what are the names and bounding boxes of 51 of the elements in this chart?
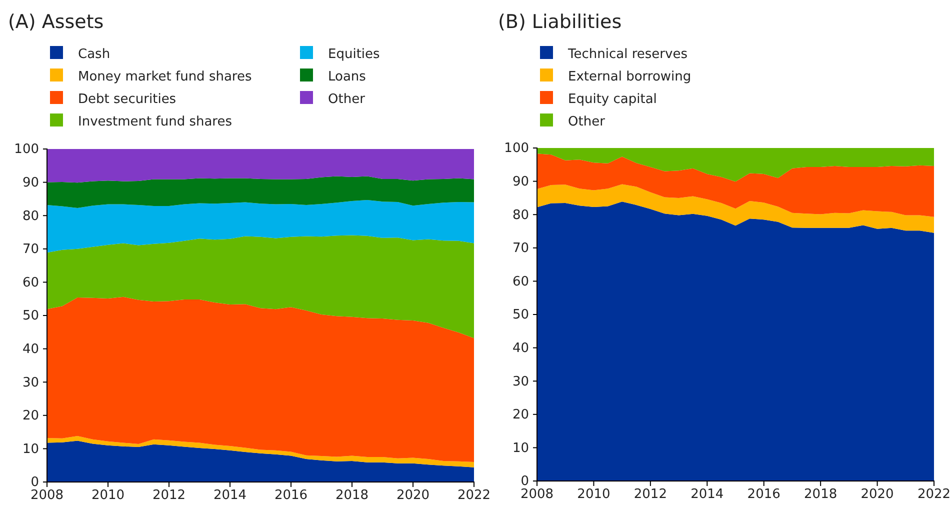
y-tick-label: 20 [512,408,529,423]
y-tick-label: 0 [30,475,39,490]
legend-label: Debt securities [78,92,176,107]
x-tick-label: 2014 [213,488,247,504]
y-tick-label: 20 [22,408,39,424]
y-tick-label: 40 [512,340,529,356]
legend-label: Equities [328,47,380,62]
y-tick-label: 100 [504,141,529,156]
x-tick-label: 2008 [30,488,64,504]
y-tick-label: 50 [512,308,529,323]
y-tick-label: 10 [512,440,529,456]
y-tick-label: 0 [520,474,529,490]
y-tick-label: 80 [22,208,39,224]
y-tick-label: 50 [22,308,39,324]
x-tick-label: 2016 [274,488,308,504]
x-tick-label: 2022 [457,488,491,504]
x-tick-label: 2020 [396,488,430,504]
chart-title: (B) Liabilities [498,11,622,33]
legend-label: Other [328,92,366,107]
y-tick-label: 30 [22,375,39,390]
y-tick-label: 60 [22,275,39,290]
y-tick-label: 30 [512,374,529,390]
y-tick-label: 80 [512,208,529,223]
x-tick-label: 2016 [747,487,780,502]
x-tick-label: 2008 [520,487,554,502]
x-tick-label: 2018 [804,487,838,502]
legend-label: Investment fund shares [78,114,232,130]
legend-label: Loans [328,70,366,84]
y-tick-label: 40 [22,342,39,357]
x-tick-label: 2012 [152,488,186,504]
x-tick-label: 2022 [917,487,951,502]
chart-title: (A) Assets [8,11,104,33]
y-tick-label: 70 [22,242,39,258]
legend-label: Equity capital [568,92,657,107]
y-tick-label: 90 [22,175,39,190]
legend-label: Cash [78,47,110,62]
legend-label: Money market fund shares [78,70,252,84]
x-tick-label: 2010 [91,488,125,504]
x-tick-label: 2020 [860,487,894,502]
y-tick-label: 60 [512,274,529,290]
x-tick-label: 2010 [577,487,610,502]
legend-label: Other [568,114,606,130]
x-tick-label: 2018 [335,488,369,504]
legend-label: Technical reserves [567,47,688,62]
y-tick-label: 10 [22,442,39,457]
x-tick-label: 2012 [634,487,667,502]
y-tick-label: 70 [512,241,529,256]
y-tick-label: 90 [512,174,529,190]
legend-label: External borrowing [568,70,692,84]
y-tick-label: 100 [14,142,39,158]
x-tick-label: 2014 [690,487,724,502]
